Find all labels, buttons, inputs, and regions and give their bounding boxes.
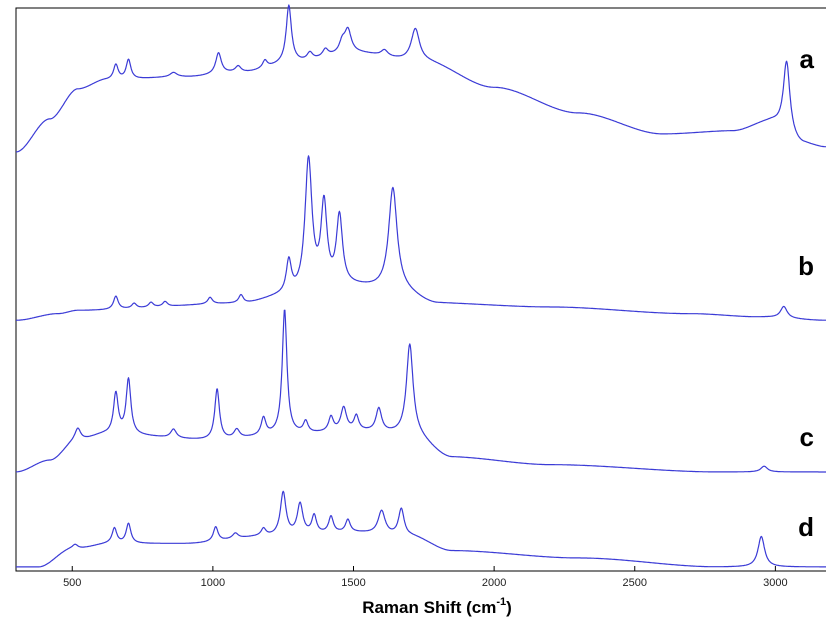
trace-label-b: b [798,251,814,281]
x-axis-ticks: 500 1000 1500 2000 2500 3000 [63,566,788,589]
x-tick-label-3000: 3000 [763,577,787,589]
x-tick-label-500: 500 [63,577,81,589]
x-axis-title: Raman Shift (cm-1) [362,596,512,617]
plot-area-frame [15,7,826,572]
x-tick-label-2500: 2500 [623,577,647,589]
spectrum-line-a [16,4,826,153]
trace-label-c: c [800,422,814,452]
trace-label-a: a [800,44,815,74]
spectrum-line-c [15,309,826,473]
trace-label-d: d [798,512,814,542]
x-axis-title-close: ) [506,598,512,617]
trace-labels: a b c d [798,44,814,542]
spectrum-line-b [16,155,826,321]
x-axis-title-superscript: -1 [496,596,506,608]
x-tick-label-1000: 1000 [201,577,225,589]
x-axis-title-text: Raman Shift (cm [362,598,496,617]
x-tick-label-2000: 2000 [482,577,506,589]
spectra-group [15,4,826,568]
x-tick-label-1500: 1500 [341,577,365,589]
spectrum-line-d [16,490,826,568]
